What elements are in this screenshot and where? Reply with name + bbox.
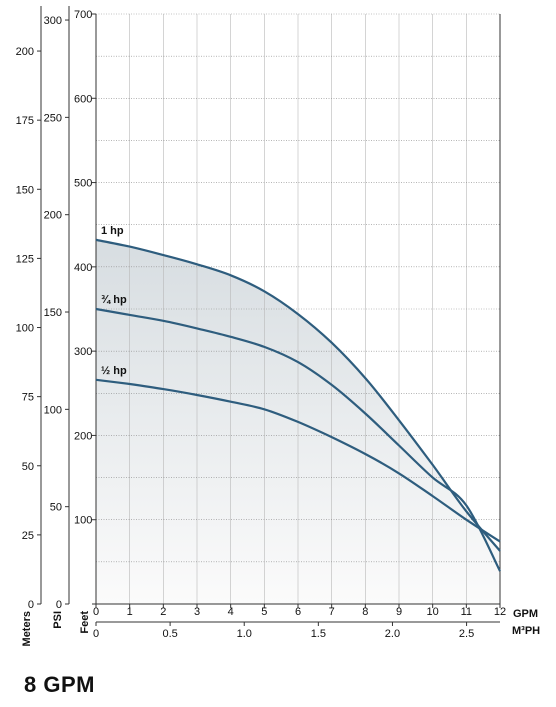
feet-tick-label: 500	[74, 178, 92, 190]
series-line-0	[95, 238, 501, 552]
feet-tick-label: 700	[74, 9, 92, 21]
psi-tick-label: 250	[44, 112, 62, 124]
meters-tick-label: 175	[16, 115, 34, 127]
psi-tick-label: 300	[44, 15, 62, 27]
m3ph-tick-label: 2.5	[459, 628, 474, 640]
meters-tick-label: 200	[16, 46, 34, 58]
gpm-tick-label: 12	[494, 606, 506, 618]
series-group: 1 hp ¾ hp ½ hp	[95, 225, 501, 572]
gpm-tick-label: 6	[295, 606, 301, 618]
series-label-0: 1 hp	[101, 225, 124, 237]
feet-tick-label: 600	[74, 93, 92, 105]
gpm-tick-label: 5	[261, 606, 267, 618]
feet-tick-label: 100	[74, 515, 92, 527]
series-line-1	[95, 307, 501, 572]
m3ph-axis-title: M³PH	[512, 625, 540, 637]
psi-tick-label: 0	[56, 599, 62, 611]
meters-tick-label: 0	[28, 599, 34, 611]
gpm-tick-label: 0	[93, 606, 99, 618]
axes: 1002003004005006007000501001502002503000…	[16, 6, 540, 646]
meters-tick-label: 100	[16, 323, 34, 335]
meters-tick-label: 150	[16, 184, 34, 196]
psi-tick-label: 150	[44, 307, 62, 319]
series-line-2	[95, 378, 501, 543]
gpm-tick-label: 1	[127, 606, 133, 618]
m3ph-tick-label: 1.5	[311, 628, 326, 640]
gpm-tick-label: 9	[396, 606, 402, 618]
meters-axis-title: Meters	[21, 611, 33, 646]
gpm-tick-label: 11	[461, 606, 472, 618]
grid-lines	[96, 13, 500, 604]
meters-tick-label: 50	[22, 461, 34, 473]
meters-tick-label: 25	[22, 530, 34, 542]
feet-tick-label: 200	[74, 430, 92, 442]
psi-tick-label: 50	[50, 502, 62, 514]
psi-tick-label: 100	[44, 404, 62, 416]
gpm-tick-label: 4	[228, 606, 234, 618]
m3ph-tick-label: 1.0	[237, 628, 252, 640]
psi-axis-title: PSI	[52, 611, 64, 629]
m3ph-tick-label: 0.5	[162, 628, 177, 640]
feet-tick-label: 400	[74, 262, 92, 274]
gpm-tick-label: 3	[194, 606, 200, 618]
gpm-tick-label: 7	[329, 606, 335, 618]
feet-tick-label: 300	[74, 346, 92, 358]
pump-curve-chart: 1002003004005006007000501001502002503000…	[16, 6, 540, 646]
meters-tick-label: 75	[22, 392, 34, 404]
gpm-axis-title: GPM	[513, 608, 538, 620]
m3ph-tick-label: 2.0	[385, 628, 400, 640]
gpm-tick-label: 10	[427, 606, 439, 618]
psi-tick-label: 200	[44, 210, 62, 222]
page-title: 8 GPM	[24, 672, 95, 697]
meters-tick-label: 125	[16, 253, 34, 265]
feet-axis-title: Feet	[79, 611, 91, 634]
series-label-1: ¾ hp	[101, 294, 127, 306]
series-label-2: ½ hp	[101, 365, 127, 377]
gpm-tick-label: 2	[160, 606, 166, 618]
gpm-tick-label: 8	[362, 606, 368, 618]
m3ph-tick-label: 0	[93, 628, 99, 640]
